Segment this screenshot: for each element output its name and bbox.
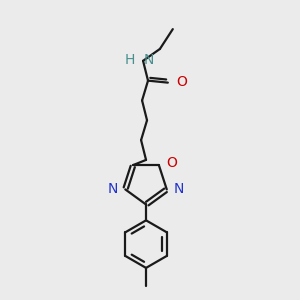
Text: N: N <box>144 53 154 67</box>
Text: H: H <box>125 53 135 67</box>
Text: N: N <box>174 182 184 197</box>
Text: N: N <box>108 182 119 197</box>
Text: O: O <box>166 156 177 170</box>
Text: O: O <box>176 75 187 88</box>
